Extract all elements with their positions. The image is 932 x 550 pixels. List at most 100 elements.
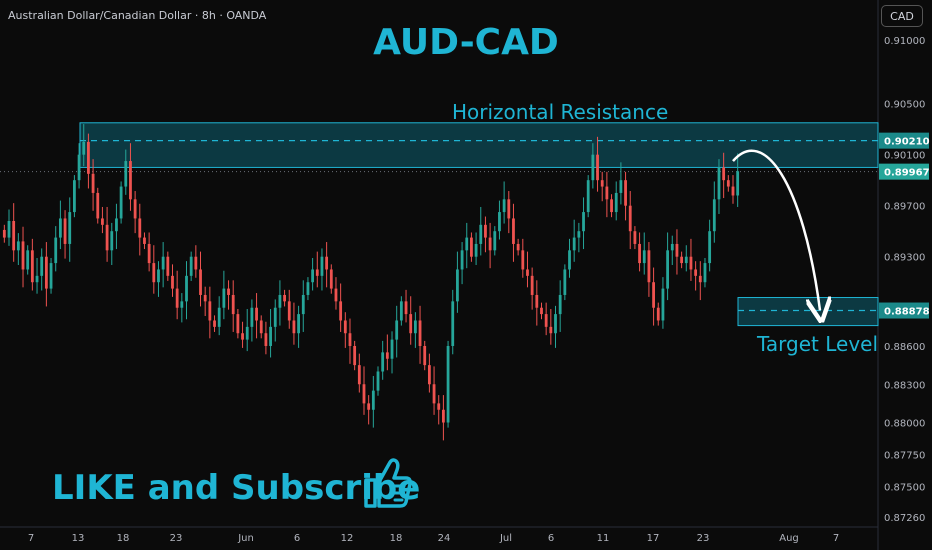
candle-body xyxy=(311,269,315,283)
candle xyxy=(441,395,445,441)
candle xyxy=(175,270,179,320)
candle-body xyxy=(540,307,543,315)
x-tick-label: 7 xyxy=(833,533,839,544)
candle xyxy=(16,233,20,265)
candle xyxy=(554,305,557,348)
candle xyxy=(684,245,688,272)
y-tick-label: 0.87500 xyxy=(884,482,925,493)
candle xyxy=(549,309,553,345)
candle-body xyxy=(241,333,244,340)
candle xyxy=(138,203,142,256)
x-tick-label: 6 xyxy=(294,533,300,544)
candle xyxy=(572,219,576,262)
candle xyxy=(656,302,660,326)
candle xyxy=(381,340,385,380)
candle xyxy=(470,232,473,262)
candle-body xyxy=(35,275,39,283)
candle xyxy=(58,200,62,250)
candle-body xyxy=(446,345,450,423)
candle xyxy=(638,232,641,272)
candle-body xyxy=(278,294,282,308)
price-badge-label: 0.90210 xyxy=(884,137,930,148)
candle-body xyxy=(49,263,53,289)
y-tick-label: 0.91000 xyxy=(884,36,925,47)
candle-body xyxy=(343,320,347,334)
y-tick-label: 0.90100 xyxy=(884,151,925,162)
candle xyxy=(642,232,646,275)
x-tick-label: 13 xyxy=(72,533,85,544)
x-tick-label: 23 xyxy=(697,533,710,544)
candle-body xyxy=(250,307,254,327)
candle-body xyxy=(712,199,716,232)
candle-body xyxy=(638,243,641,264)
x-tick-label: 7 xyxy=(28,533,34,544)
candle-body xyxy=(666,250,670,289)
price-badges: 0.90210 0.89967 0.88878 xyxy=(879,132,930,319)
candle xyxy=(133,191,137,234)
price-badge-bg xyxy=(879,302,929,319)
candle-body xyxy=(479,224,483,244)
candle xyxy=(479,206,483,256)
y-tick-label: 0.90500 xyxy=(884,100,925,111)
candle-body xyxy=(399,301,403,321)
candle xyxy=(446,340,450,428)
candle-body xyxy=(320,256,324,276)
candle-body xyxy=(502,199,506,213)
thumbs-up-icon xyxy=(364,458,412,508)
x-tick-label: 24 xyxy=(438,533,451,544)
candle xyxy=(502,181,506,224)
projection-arrow-layer xyxy=(732,149,820,311)
candle-body xyxy=(82,141,86,155)
axis-frame xyxy=(0,0,879,550)
candle-body xyxy=(245,326,249,340)
x-tick-label: Jun xyxy=(237,533,254,544)
price-badge-bg xyxy=(879,163,929,180)
candle xyxy=(63,210,67,259)
currency-button[interactable]: CAD xyxy=(881,5,923,27)
y-tick-label: 0.88000 xyxy=(884,419,925,430)
y-tick-label: 0.87260 xyxy=(884,513,925,524)
candle xyxy=(194,245,198,278)
candle xyxy=(675,229,679,275)
candle-body xyxy=(563,269,567,295)
candle-body xyxy=(30,250,34,283)
candle xyxy=(311,257,315,291)
candle xyxy=(362,366,366,415)
x-tick-label: 11 xyxy=(597,533,610,544)
candle xyxy=(460,242,464,285)
candle-body xyxy=(119,186,123,219)
candle-body xyxy=(516,243,520,251)
candle xyxy=(586,175,590,218)
candle-body xyxy=(432,384,436,404)
candle xyxy=(596,136,599,192)
price-zones xyxy=(0,122,879,327)
candle-body xyxy=(105,224,109,251)
candle-body xyxy=(7,220,11,238)
candle-body xyxy=(147,243,151,264)
candle xyxy=(465,222,469,269)
candle xyxy=(399,296,403,326)
candle xyxy=(484,216,487,253)
candle xyxy=(72,175,76,218)
candle-body xyxy=(507,199,511,219)
candle xyxy=(385,334,389,371)
y-tick-label: 0.89700 xyxy=(884,202,925,213)
price-badge-label: 0.88878 xyxy=(884,307,930,318)
candle xyxy=(227,280,230,310)
candle-body xyxy=(362,384,366,404)
candle-body xyxy=(12,220,16,251)
candle-body xyxy=(390,339,394,359)
candle-body xyxy=(488,237,492,251)
candle-body xyxy=(535,294,539,308)
candle-body xyxy=(642,250,646,264)
candle xyxy=(558,280,562,332)
candle xyxy=(278,280,282,326)
candle xyxy=(334,277,338,310)
candle xyxy=(703,257,707,288)
candle xyxy=(189,251,193,281)
candle xyxy=(680,251,684,269)
candle-body xyxy=(586,180,590,213)
candle xyxy=(591,143,595,189)
candle xyxy=(292,302,296,345)
